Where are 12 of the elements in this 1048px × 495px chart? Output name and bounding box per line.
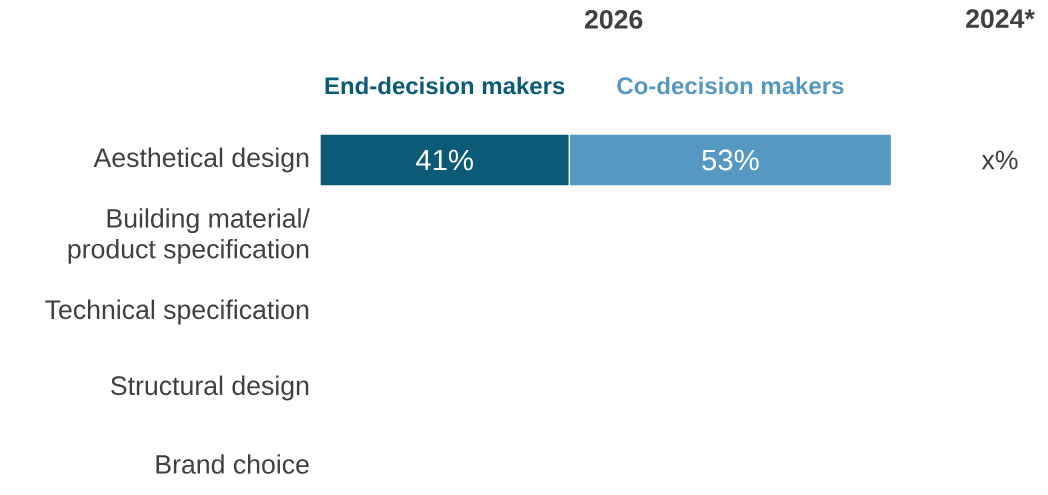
y-tick-label: Building material/ product specification <box>68 208 310 264</box>
data-label: 53% <box>702 149 759 171</box>
series-label: End-decision makers <box>325 76 565 95</box>
text: x% <box>981 150 1018 170</box>
y-tick-label: Brand choice <box>156 454 309 474</box>
y-tick-label: Structural design <box>111 375 309 401</box>
y-tick-label: Technical specification <box>45 299 309 325</box>
chart-title: 2026 <box>584 9 643 29</box>
text: 2024* <box>966 9 1035 29</box>
y-tick-label: Aesthetical design <box>93 147 309 173</box>
series-label: Co-decision makers <box>617 76 844 95</box>
data-label: 41% <box>415 149 473 171</box>
